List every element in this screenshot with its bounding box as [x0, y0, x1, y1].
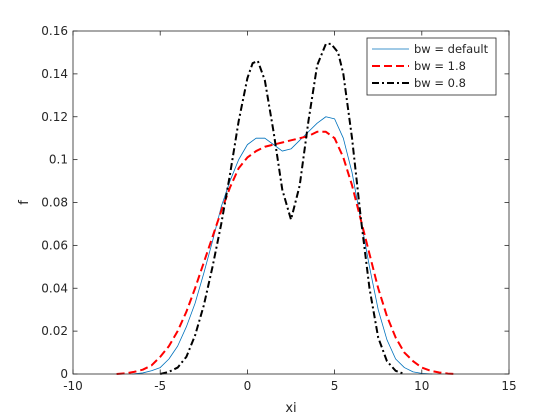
x-tick-label: 10	[414, 379, 429, 393]
y-tick-label: 0.14	[41, 67, 68, 81]
legend-entry-label: bw = 0.8	[414, 76, 466, 90]
y-tick-label: 0.12	[41, 110, 68, 124]
x-tick-label: -5	[154, 379, 166, 393]
y-tick-label: 0	[60, 367, 68, 381]
x-tick-label: 0	[244, 379, 252, 393]
x-tick-label: -10	[63, 379, 83, 393]
y-tick-label: 0.1	[49, 153, 68, 167]
y-tick-label: 0.02	[41, 324, 68, 338]
y-axis: 0 0.02 0.04 0.06 0.08 0.1 0.12 0.14 0.16	[41, 24, 509, 381]
series-line-3	[159, 42, 405, 375]
series-line-1	[132, 116, 433, 375]
legend: bw = default bw = 1.8 bw = 0.8	[366, 37, 497, 96]
legend-entry-label: bw = 1.8	[414, 59, 466, 73]
x-tick-label: 15	[501, 379, 516, 393]
legend-entry-label: bw = default	[414, 42, 489, 56]
y-axis-label: f	[17, 200, 32, 205]
x-axis-label: xi	[285, 401, 296, 416]
x-axis: -10 -5 0 5 10 15	[63, 31, 517, 393]
y-tick-label: 0.16	[41, 24, 68, 38]
y-tick-label: 0.06	[41, 238, 68, 252]
y-tick-label: 0.08	[41, 196, 68, 210]
series-layer	[116, 42, 457, 375]
x-tick-label: 5	[331, 379, 339, 393]
series-line-2	[116, 130, 457, 375]
y-tick-label: 0.04	[41, 281, 68, 295]
